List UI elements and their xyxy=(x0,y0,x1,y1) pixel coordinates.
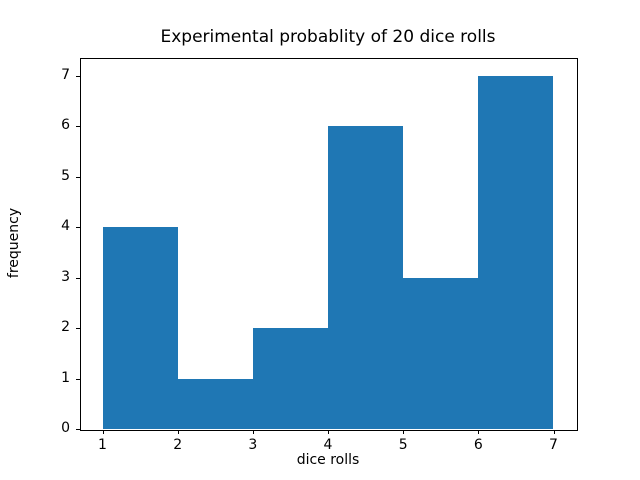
y-tick-mark xyxy=(76,277,80,279)
y-tick-label: 3 xyxy=(61,268,70,285)
histogram-bar xyxy=(252,328,328,429)
x-tick-mark xyxy=(478,430,480,434)
x-tick-mark xyxy=(328,430,329,434)
x-tick-label: 7 xyxy=(549,437,558,453)
y-tick-mark xyxy=(76,75,80,77)
histogram-bar xyxy=(102,227,178,429)
x-tick-mark xyxy=(102,430,104,434)
x-tick-label: 4 xyxy=(323,437,333,453)
y-tick-label: 4 xyxy=(61,218,70,235)
x-tick-label: 3 xyxy=(248,437,258,453)
y-tick-mark xyxy=(76,126,80,128)
y-tick-label: 1 xyxy=(61,369,70,386)
y-tick-mark xyxy=(76,328,80,329)
x-tick-label: 5 xyxy=(398,437,408,453)
y-tick-label: 0 xyxy=(61,420,70,436)
x-tick-label: 2 xyxy=(173,437,183,453)
histogram-bar xyxy=(478,75,554,429)
y-tick-label: 6 xyxy=(61,117,70,134)
histogram-bar xyxy=(177,378,253,429)
chart-title: Experimental probablity of 20 dice rolls xyxy=(160,27,496,47)
x-tick-mark xyxy=(252,430,254,434)
x-tick-mark xyxy=(403,430,405,434)
y-tick-label: 7 xyxy=(61,66,70,83)
y-tick-mark xyxy=(76,176,80,178)
x-axis-label: dice rolls xyxy=(296,452,360,468)
y-tick-mark xyxy=(76,429,80,430)
y-tick-label: 2 xyxy=(61,319,70,335)
y-tick-mark xyxy=(76,227,80,229)
histogram-bar xyxy=(403,277,479,429)
x-tick-mark xyxy=(553,430,555,434)
y-axis-label-text: frequency xyxy=(6,207,22,279)
x-tick-label: 6 xyxy=(473,437,483,453)
x-tick-mark xyxy=(177,430,179,434)
x-tick-label: 1 xyxy=(98,437,107,453)
y-tick-label: 5 xyxy=(61,167,70,184)
y-tick-mark xyxy=(76,378,80,380)
histogram-bar xyxy=(328,126,404,429)
